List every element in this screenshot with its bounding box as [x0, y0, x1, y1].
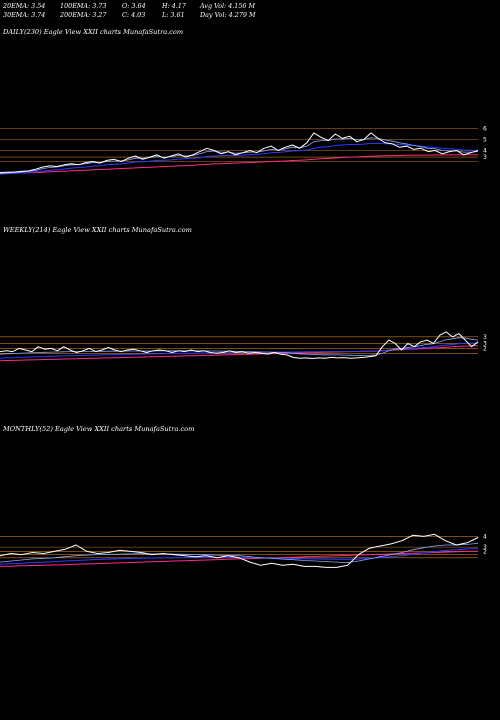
y-tick-label: 3	[483, 154, 487, 161]
weekly-chart: 332	[0, 331, 487, 362]
series-line-price	[0, 533, 479, 568]
ema30-value: 30EMA: 3.74	[3, 11, 46, 19]
open-value: O: 3.64	[122, 2, 146, 10]
close-value: C: 4.03	[122, 11, 146, 19]
series-line-ema-fast	[0, 543, 479, 563]
y-tick-label: 2	[483, 345, 487, 352]
y-tick-label: 2	[483, 548, 487, 555]
series-line-ema-200-pink	[0, 550, 479, 567]
high-value: H: 4.17	[162, 2, 186, 10]
avg-vol-value: Avg Vol: 4.156 M	[200, 2, 256, 10]
day-vol-value: Day Vol: 4.279 M	[200, 11, 256, 19]
monthly-chart: 4 32	[0, 533, 487, 568]
series-line-ema-200-pink	[0, 154, 479, 175]
y-tick-label: 3	[483, 334, 487, 341]
weekly-chart-title: WEEKLY(214) Eagle View XXII charts Munaf…	[3, 226, 192, 234]
daily-chart: 6 5 43	[0, 126, 487, 175]
series-line-price	[0, 132, 479, 173]
y-tick-label: 4	[483, 533, 487, 540]
y-tick-label: 6	[483, 126, 487, 133]
y-tick-label: 5	[483, 137, 487, 144]
monthly-chart-title: MONTHLY(52) Eagle View XXII charts Munaf…	[3, 425, 195, 433]
y-tick-label: 4	[483, 148, 487, 155]
ema100-value: 100EMA: 3.73	[60, 2, 107, 10]
y-tick-label: 3	[483, 340, 487, 347]
y-tick-label: 3	[483, 544, 487, 551]
series-line-price	[0, 331, 479, 359]
ema20-value: 20EMA: 3.54	[3, 2, 46, 10]
series-line-ema-slow-blue	[0, 142, 479, 175]
low-value: L: 3.61	[162, 11, 185, 19]
daily-chart-title: DAILY(230) Eagle View XXII charts Munafa…	[3, 28, 184, 36]
ema200-value: 200EMA: 3.27	[60, 11, 107, 19]
